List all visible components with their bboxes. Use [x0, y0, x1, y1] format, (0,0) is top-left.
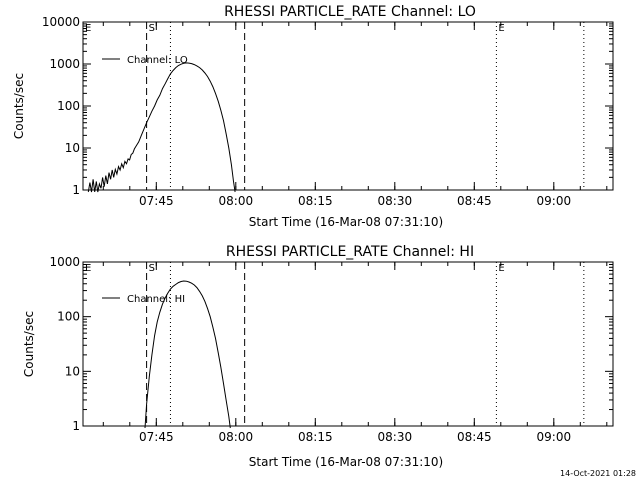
lo-xtick-label: 08:45: [457, 194, 492, 208]
hi-marker-label: E: [498, 263, 504, 274]
hi-channel-chart: RHESSI PARTICLE_RATE Channel: HI E S E 1 10…: [22, 244, 614, 469]
hi-y-axis-label: Counts/sec: [22, 311, 36, 377]
hi-xtick-label: 08:00: [219, 430, 254, 444]
lo-y-axis-label: Counts/sec: [12, 73, 26, 139]
lo-ytick-label: 1000: [49, 57, 80, 71]
lo-plot-frame: [82, 21, 614, 191]
hi-ytick-label: 1000: [49, 255, 80, 269]
hi-xtick-label: 08:45: [457, 430, 492, 444]
lo-marker-label: E: [85, 23, 91, 34]
lo-ytick-label: 10000: [42, 15, 80, 29]
lo-channel-chart: RHESSI PARTICLE_RATE Channel: LO E S E 1 10…: [12, 4, 614, 229]
hi-legend-label: Channel: HI: [127, 294, 185, 305]
hi-ytick-label: 10: [65, 364, 80, 378]
lo-legend-label: Channel: LO: [127, 55, 188, 66]
generated-timestamp: 14-Oct-2021 01:28: [560, 469, 636, 478]
lo-xtick-label: 08:15: [298, 194, 333, 208]
hi-y-axis: 1 10 100 1000: [49, 255, 613, 433]
lo-xtick-label: 07:45: [139, 194, 174, 208]
hi-xtick-label: 09:00: [537, 430, 572, 444]
lo-xtick-label: 08:30: [378, 194, 413, 208]
hi-x-axis: 07:45 08:00 08:15 08:30 08:45 09:00: [102, 262, 608, 444]
lo-chart-title: RHESSI PARTICLE_RATE Channel: LO: [224, 4, 476, 20]
lo-xtick-label: 09:00: [537, 194, 572, 208]
lo-ytick-label: 1: [72, 183, 80, 197]
hi-x-axis-label: Start Time (16-Mar-08 07:31:10): [249, 455, 443, 469]
hi-xtick-label: 08:15: [298, 430, 333, 444]
hi-marker-label: S: [149, 263, 155, 274]
lo-ytick-label: 10: [65, 141, 80, 155]
lo-ytick-label: 100: [57, 99, 80, 113]
hi-count-rate-line: [144, 280, 231, 429]
lo-x-axis: 07:45 08:00 08:15 08:30 08:45 09:00: [102, 22, 608, 208]
hi-chart-title: RHESSI PARTICLE_RATE Channel: HI: [226, 244, 474, 260]
lo-x-axis-label: Start Time (16-Mar-08 07:31:10): [249, 215, 443, 229]
lo-y-axis: 1 10 100 1000 10000: [42, 15, 613, 197]
hi-marker-label: E: [85, 263, 91, 274]
hi-ytick-label: 100: [57, 310, 80, 324]
lo-count-rate-line: [87, 62, 236, 193]
lo-marker-label: E: [498, 23, 504, 34]
lo-marker-label: S: [149, 23, 155, 34]
hi-xtick-label: 08:30: [378, 430, 413, 444]
lo-xtick-label: 08:00: [219, 194, 254, 208]
hi-xtick-label: 07:45: [139, 430, 174, 444]
hi-plot-frame: [82, 261, 614, 427]
hi-ytick-label: 1: [72, 419, 80, 433]
